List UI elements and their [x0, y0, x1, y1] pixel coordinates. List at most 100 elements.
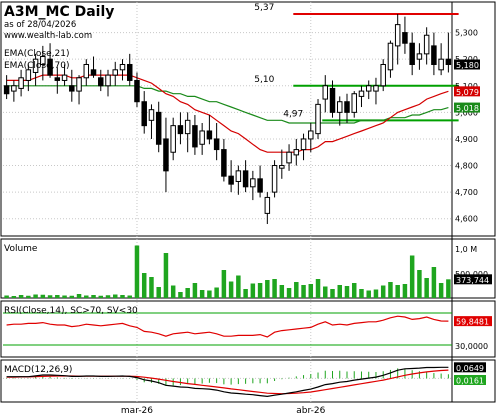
volume-bar — [337, 285, 342, 298]
volume-bar — [105, 295, 111, 298]
candle-body — [177, 125, 184, 135]
candle-body — [344, 101, 350, 113]
candle-body — [148, 109, 155, 121]
candle-body — [431, 45, 437, 65]
volume-tick-label: 1,0 M — [455, 245, 477, 254]
candle-body — [25, 69, 32, 81]
volume-bar — [207, 290, 212, 298]
volume-bar — [91, 295, 96, 298]
volume-bar — [294, 282, 299, 298]
y-tick-label: 5,100 — [455, 82, 478, 91]
volume-bar — [178, 292, 183, 298]
volume-bar — [395, 285, 400, 298]
volume-bar — [366, 290, 371, 298]
volume-bar — [409, 255, 415, 298]
y-tick-label: 4,700 — [455, 188, 478, 197]
volume-bar — [192, 283, 198, 298]
candle-body — [134, 79, 140, 103]
panel-frames — [0, 1, 496, 403]
volume-bar — [380, 285, 386, 298]
rsi-badge-label: 59,8481 — [456, 318, 489, 327]
candle-body — [126, 63, 133, 81]
volume-bar — [272, 279, 277, 298]
volume-bar — [76, 294, 82, 298]
candle-body — [90, 69, 97, 76]
candle-body — [206, 130, 213, 140]
candle-body — [119, 63, 126, 71]
volume-bar — [69, 295, 75, 298]
candle-body — [402, 32, 408, 44]
volume-bar — [228, 281, 234, 298]
volume-bar — [323, 286, 328, 298]
macd-title: MACD(12,26,9) — [4, 365, 72, 375]
candle-body — [40, 56, 46, 65]
candle-body — [257, 178, 263, 193]
volume-bar — [388, 282, 393, 298]
candle-body — [308, 130, 314, 140]
candle-body — [163, 138, 169, 172]
candle-body — [69, 85, 75, 92]
candle-body — [83, 63, 90, 79]
volume-bar — [26, 295, 31, 298]
volume-bar — [373, 289, 379, 298]
volume-bar — [424, 278, 429, 298]
candle-body — [438, 58, 444, 71]
y-tick-label: 5,000 — [455, 108, 478, 117]
rsi-line — [6, 315, 449, 338]
volume-bar — [185, 288, 190, 298]
candle-body — [192, 125, 198, 148]
volume-bar — [141, 273, 147, 298]
candle-body — [221, 149, 227, 177]
candle-body — [32, 58, 39, 73]
volume-bar — [127, 295, 132, 298]
candle-body — [329, 87, 336, 113]
price-badge-label: 5,079 — [456, 88, 479, 97]
right-axis: 5,3005,2005,1005,0004,9004,8004,7004,600… — [454, 29, 492, 386]
rsi-badge — [454, 316, 492, 327]
volume-bar — [301, 285, 306, 298]
panel-frame-vol — [0, 238, 496, 299]
candle-body — [264, 196, 271, 214]
date-axis: mar-26 abr-26 — [121, 406, 326, 416]
candle-body — [3, 85, 10, 95]
rsi-tick-label: 30,0000 — [455, 342, 488, 351]
level-label: 4,97 — [283, 109, 303, 119]
volume-bars — [4, 245, 451, 298]
panel-frame-macd — [0, 359, 496, 403]
price-badge — [454, 59, 480, 70]
volume-bar — [98, 295, 104, 298]
y-tick-label: 4,600 — [455, 215, 478, 224]
candle-body — [141, 101, 147, 127]
rsi-panel — [3, 312, 452, 346]
candle-body — [105, 74, 111, 87]
grid-lines — [3, 2, 452, 402]
x-tick-label: mar-26 — [121, 406, 153, 416]
volume-bar — [250, 283, 256, 298]
macd-hist-badge — [454, 375, 486, 385]
candle-body — [242, 170, 249, 188]
price-badge-label: 5,018 — [456, 104, 479, 113]
macd-hist-badge-label: 0,0161 — [456, 377, 484, 386]
volume-bar — [214, 287, 219, 298]
y-tick-label: 5,300 — [455, 29, 478, 38]
candle-body — [315, 103, 321, 135]
candle-body — [213, 138, 220, 151]
volume-bar — [431, 267, 437, 298]
volume-bar — [120, 295, 125, 298]
volume-bar — [170, 285, 176, 298]
rsi-title: RSI(Close,14), SC>70, SV<30 — [4, 306, 138, 316]
volume-bar — [265, 280, 270, 298]
candle-body — [47, 58, 53, 76]
candle-body — [293, 149, 300, 156]
volume-bar — [40, 294, 46, 298]
candle-body — [235, 170, 242, 182]
volume-bar — [308, 284, 314, 298]
macd-signal-line — [6, 369, 449, 395]
volume-bar — [446, 279, 451, 298]
candle-body — [286, 151, 292, 164]
volume-bar — [221, 270, 227, 298]
y-tick-label: 4,800 — [455, 162, 478, 171]
volume-bar — [236, 275, 241, 298]
candle-body — [365, 85, 372, 92]
x-tick-label: abr-26 — [296, 406, 325, 416]
